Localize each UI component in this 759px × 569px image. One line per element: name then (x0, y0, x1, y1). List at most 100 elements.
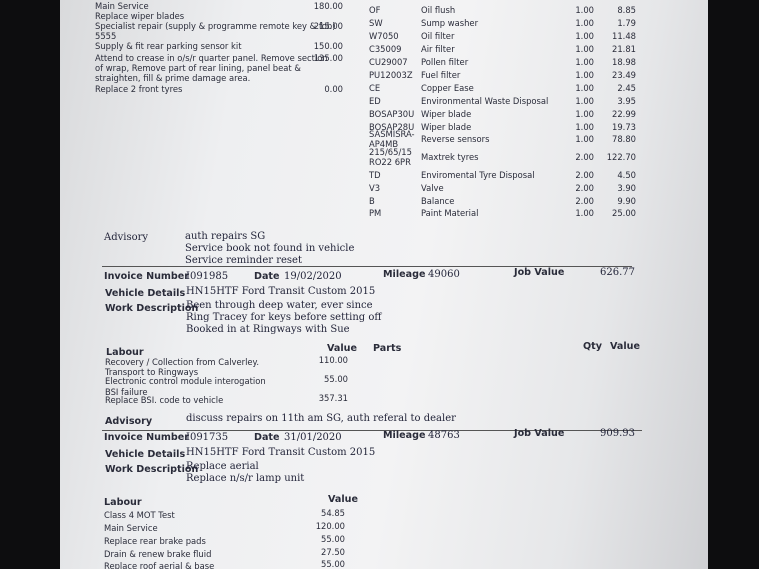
labour-text: Attend to crease in o/s/r quarter panel.… (95, 53, 328, 63)
labour-value: 55.00 (324, 374, 348, 384)
labour-text: Class 4 MOT Test (104, 510, 175, 520)
labour-value: 357.31 (318, 393, 348, 403)
work-text: Booked in at Ringways with Sue (186, 324, 350, 335)
column-header: Qty (583, 341, 602, 352)
part-code: BOSAP28U (369, 122, 415, 132)
labour-text: Recovery / Collection from Calverley. (105, 357, 259, 367)
mileage: 49060 (428, 269, 460, 280)
work-text: Been through deep water, ever since (186, 300, 373, 311)
field-label: Invoice Number (104, 271, 190, 282)
part-value: 11.48 (612, 31, 636, 41)
part-code: OF (369, 5, 381, 15)
part-qty: 1.00 (575, 18, 594, 28)
date: 19/02/2020 (284, 271, 342, 282)
advisory-text: Service reminder reset (185, 255, 302, 266)
part-description: Valve (421, 183, 444, 193)
labour-value: 54.85 (321, 508, 345, 518)
part-value: 21.81 (612, 44, 636, 54)
part-description: Balance (421, 196, 455, 206)
part-value: 25.00 (612, 208, 636, 218)
part-qty: 1.00 (575, 31, 594, 41)
part-code: RO22 6PR (369, 157, 411, 167)
field-label: Job Value (514, 428, 565, 439)
part-description: Copper Ease (421, 83, 474, 93)
part-code: SW (369, 18, 383, 28)
part-code: CU29007 (369, 57, 408, 67)
labour-value: 55.00 (321, 534, 345, 544)
part-value: 23.49 (612, 70, 636, 80)
labour-text: straighten, fill & prime damage area. (95, 73, 251, 83)
part-qty: 1.00 (575, 83, 594, 93)
labour-text: Replace wiper blades (95, 11, 185, 21)
field-label: Mileage (383, 269, 426, 280)
column-header: Labour (104, 497, 142, 508)
part-value: 1.79 (617, 18, 636, 28)
part-value: 18.98 (612, 57, 636, 67)
labour-value: 135.00 (313, 53, 343, 63)
labour-text: Replace 2 front tyres (95, 84, 183, 94)
invoice-number: I091985 (186, 271, 229, 282)
part-value: 9.90 (617, 196, 636, 206)
labour-text: Replace rear brake pads (104, 536, 206, 546)
labour-text: BSI failure (105, 387, 148, 397)
labour-text: Replace roof aerial & base (104, 561, 215, 569)
part-description: Oil flush (421, 5, 456, 15)
part-description: Oil filter (421, 31, 455, 41)
part-qty: 1.00 (575, 134, 594, 144)
part-description: Maxtrek tyres (421, 152, 479, 162)
part-code: V3 (369, 183, 381, 193)
part-value: 3.95 (617, 96, 636, 106)
advisory-text: auth repairs SG (185, 231, 266, 242)
part-value: 22.99 (612, 109, 636, 119)
part-code: AP4MB (369, 139, 399, 149)
part-value: 4.50 (617, 170, 636, 180)
labour-text: Replace BSI. code to vehicle (105, 395, 224, 405)
labour-value: 150.00 (313, 41, 343, 51)
part-code: W7050 (369, 31, 399, 41)
date: 31/01/2020 (284, 432, 342, 443)
part-code: ED (369, 96, 381, 106)
labour-text: Supply & fit rear parking sensor kit (95, 41, 242, 51)
column-header: Labour (106, 347, 144, 358)
labour-value: 215.00 (313, 21, 343, 31)
part-code: BOSAP30U (369, 109, 415, 119)
divider (102, 266, 632, 267)
field-label: Work Description (105, 464, 199, 475)
part-description: Fuel filter (421, 70, 461, 80)
labour-text: Specialist repair (supply & programme re… (95, 21, 336, 31)
part-description: Wiper blade (421, 109, 472, 119)
labour-text: Electronic control module interogation (105, 376, 266, 386)
part-qty: 1.00 (575, 208, 594, 218)
part-value: 2.45 (617, 83, 636, 93)
mileage: 48763 (428, 430, 460, 441)
part-description: Environmental Waste Disposal (421, 96, 549, 106)
part-qty: 1.00 (575, 96, 594, 106)
part-value: 3.90 (617, 183, 636, 193)
labour-text: Drain & renew brake fluid (104, 549, 212, 559)
part-description: Enviromental Tyre Disposal (421, 170, 535, 180)
part-qty: 2.00 (575, 183, 594, 193)
part-value: 122.70 (606, 152, 636, 162)
part-qty: 2.00 (575, 170, 594, 180)
part-code: TD (369, 170, 381, 180)
field-label: Vehicle Details (105, 449, 186, 460)
field-label: Work Description (105, 303, 199, 314)
field-label: Date (254, 432, 280, 443)
part-code: C35009 (369, 44, 402, 54)
part-qty: 1.00 (575, 122, 594, 132)
part-qty: 1.00 (575, 5, 594, 15)
part-value: 8.85 (617, 5, 636, 15)
field-label: Job Value (514, 267, 565, 278)
part-code: PU12003Z (369, 70, 413, 80)
labour-value: 55.00 (321, 559, 345, 569)
part-description: Pollen filter (421, 57, 469, 67)
labour-text: Main Service (104, 523, 158, 533)
advisory-label: Advisory (105, 416, 153, 427)
divider (102, 430, 642, 431)
invoice-number: I091735 (186, 432, 229, 443)
part-description: Paint Material (421, 208, 479, 218)
labour-value: 180.00 (313, 1, 343, 11)
part-qty: 1.00 (575, 57, 594, 67)
column-header: Value (328, 494, 358, 505)
